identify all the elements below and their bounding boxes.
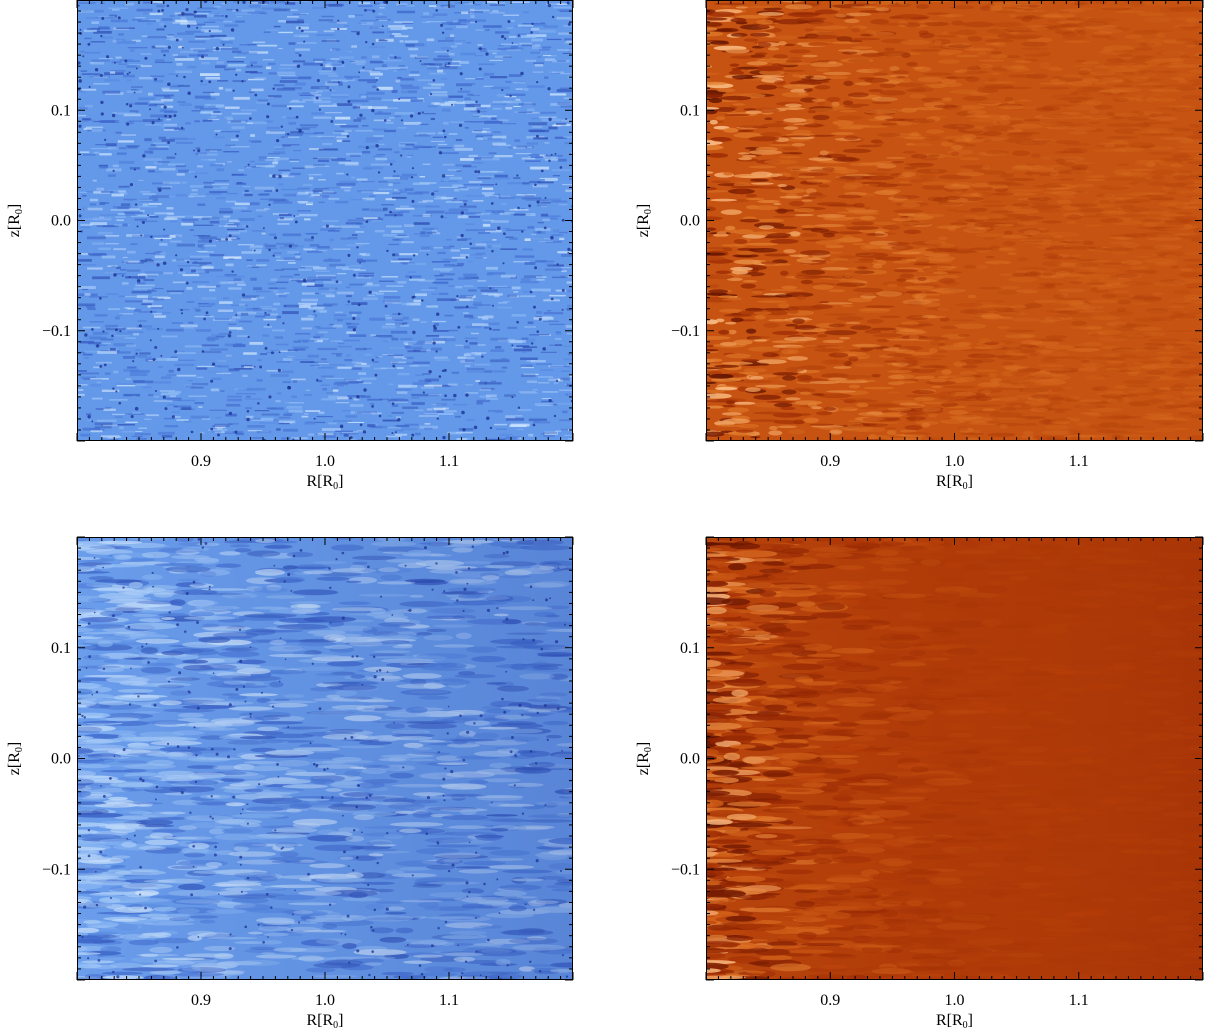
x-axis-label: R[R0] [307,1012,344,1031]
heatmap-top-left [77,0,573,441]
y-tick-label: 0.1 [680,102,700,119]
x-tick-label: 1.1 [1069,992,1089,1009]
x-axis-label: R[R0] [936,473,973,492]
ticks-top-right [705,0,1204,442]
y-tick-label: 0.0 [51,751,71,768]
ticks-bottom-right [705,536,1204,981]
heatmap-bottom-left [77,537,573,980]
x-axis-label: R[R0] [936,1012,973,1031]
x-tick-label: 1.0 [945,992,965,1009]
y-tick-label: 0.1 [51,640,71,657]
y-axis-label: z[R0] [635,742,654,775]
panel-bottom-right: 0.9 1.0 1.1 0.1 0.0 −0.1 R[R0] z[R0] [635,536,1204,1031]
heatmap-top-right [706,0,1203,441]
ticks-top-left [76,0,574,442]
panel-top-right: 0.9 1.0 1.1 0.1 0.0 −0.1 R[R0] z[R0] [635,0,1204,492]
panel-top-left: 0.9 1.0 1.1 0.1 0.0 −0.1 R[R0] z[R0] [6,0,574,492]
y-tick-label: −0.1 [42,861,71,878]
x-tick-label: 1.0 [945,453,965,470]
x-tick-label: 1.0 [315,453,335,470]
x-tick-label: 0.9 [820,453,840,470]
y-tick-label: 0.0 [680,213,700,230]
y-axis-label: z[R0] [635,204,654,237]
y-axis-label: z[R0] [6,742,25,775]
x-tick-label: 0.9 [820,992,840,1009]
x-tick-label: 1.1 [1069,453,1089,470]
y-tick-label: 0.0 [680,751,700,768]
x-tick-label: 1.1 [439,992,459,1009]
heatmap-bottom-right [706,537,1203,980]
y-tick-label: −0.1 [42,323,71,340]
x-tick-label: 1.0 [315,992,335,1009]
ticks-bottom-left [76,536,574,981]
y-tick-label: 0.0 [51,213,71,230]
y-tick-label: −0.1 [671,323,700,340]
panel-bottom-left: 0.9 1.0 1.1 0.1 0.0 −0.1 R[R0] z[R0] [6,536,574,1031]
x-tick-label: 1.1 [439,453,459,470]
y-tick-label: −0.1 [671,861,700,878]
y-tick-label: 0.1 [680,640,700,657]
x-tick-label: 0.9 [191,992,211,1009]
y-axis-label: z[R0] [6,204,25,237]
y-tick-label: 0.1 [51,102,71,119]
x-axis-label: R[R0] [307,473,344,492]
x-tick-label: 0.9 [191,453,211,470]
